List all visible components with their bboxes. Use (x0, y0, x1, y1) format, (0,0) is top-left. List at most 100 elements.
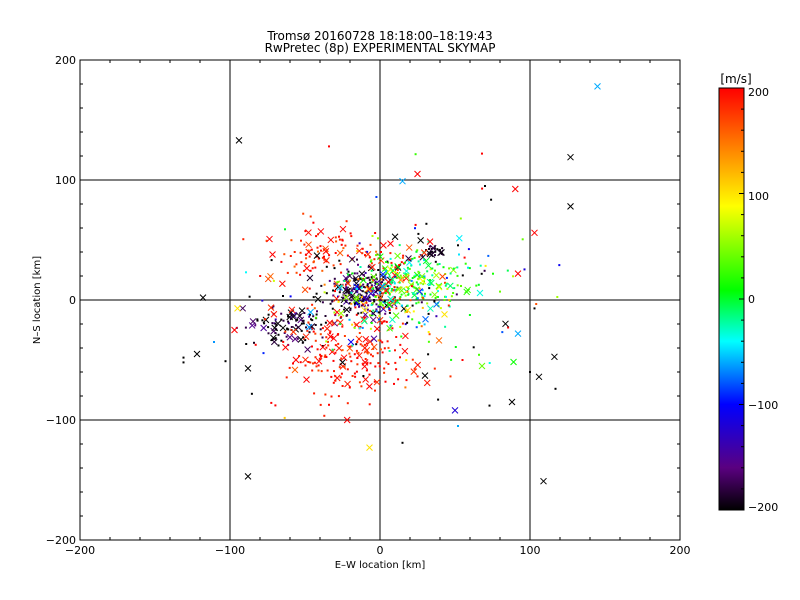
data-point (302, 212, 305, 215)
data-point (394, 271, 397, 273)
colorbar-tick-label: 100 (748, 190, 769, 203)
data-point (325, 250, 328, 253)
data-point (346, 314, 349, 316)
data-point (315, 292, 318, 295)
data-point (304, 230, 307, 233)
data-point (423, 323, 426, 326)
data-point (333, 282, 336, 285)
data-point (375, 308, 378, 311)
data-point-cross (290, 328, 297, 336)
data-point (324, 354, 327, 357)
data-point-cross (348, 255, 356, 263)
data-point (381, 341, 384, 344)
data-point-cross (302, 356, 309, 364)
data-point (340, 357, 343, 360)
data-point-cross (289, 313, 297, 321)
data-point (386, 260, 389, 263)
data-point (213, 341, 215, 343)
data-point (410, 264, 413, 267)
data-point (369, 243, 372, 246)
data-point (437, 284, 440, 287)
data-point (391, 327, 394, 330)
data-point (299, 273, 302, 276)
data-point-cross (373, 378, 381, 386)
data-point-cross (387, 295, 394, 303)
data-point-cross (269, 251, 276, 258)
data-point (349, 355, 352, 358)
data-point (380, 283, 383, 286)
data-point (372, 279, 375, 282)
data-point-cross (317, 228, 325, 235)
data-point (300, 239, 302, 242)
data-point (373, 258, 376, 261)
data-point (416, 375, 419, 378)
data-point (427, 353, 430, 356)
data-point (244, 326, 247, 329)
data-point (484, 185, 486, 187)
data-point (402, 254, 405, 257)
data-point (427, 253, 430, 256)
colorbar-tick-label: −200 (748, 501, 778, 514)
data-point (355, 370, 358, 373)
data-point (380, 299, 383, 302)
data-point-cross (366, 383, 373, 390)
data-point (377, 287, 380, 290)
data-point (369, 300, 372, 302)
data-point (282, 340, 285, 343)
data-point (224, 360, 227, 363)
data-point-cross (428, 251, 436, 259)
x-tick-label: 100 (520, 544, 541, 557)
data-point (409, 299, 412, 302)
data-point (353, 272, 356, 275)
data-point (267, 313, 270, 316)
data-point (319, 403, 322, 406)
data-point (282, 295, 284, 297)
data-point (431, 274, 434, 277)
data-point (370, 353, 372, 356)
data-point (330, 395, 333, 398)
data-point (472, 346, 475, 349)
data-point (245, 343, 248, 345)
data-point (283, 332, 286, 334)
data-point (359, 283, 362, 286)
data-point (413, 275, 416, 278)
data-point (374, 389, 376, 392)
data-point (280, 312, 283, 315)
data-point (350, 302, 353, 305)
data-point (426, 302, 429, 305)
data-point (293, 265, 296, 268)
data-point-cross (239, 304, 247, 312)
data-point (381, 292, 384, 295)
data-point (330, 375, 333, 378)
data-point-cross (422, 257, 430, 265)
data-point (274, 404, 277, 407)
data-point (372, 347, 375, 350)
data-point (306, 329, 309, 332)
data-point-cross (282, 344, 289, 351)
data-point (400, 276, 403, 279)
data-point (358, 338, 361, 341)
data-point (390, 264, 393, 267)
data-point (359, 325, 362, 328)
data-point (411, 277, 414, 279)
data-point (346, 268, 349, 271)
colorbar-label: [m/s] (720, 72, 751, 86)
data-point (348, 279, 351, 282)
data-point (361, 296, 363, 299)
data-point-cross (402, 332, 409, 340)
data-point (375, 310, 378, 313)
data-point (287, 322, 290, 325)
data-point (384, 312, 387, 315)
data-point-cross (296, 312, 303, 320)
data-point (319, 245, 322, 248)
data-point (319, 328, 322, 331)
data-point (368, 278, 371, 281)
data-point (272, 337, 275, 340)
data-point (287, 328, 290, 331)
data-point (329, 330, 332, 333)
colorbar-tick-labels: 200 100 0 −100 −200 (748, 86, 778, 514)
data-point-cross (404, 306, 412, 314)
data-point (413, 256, 416, 259)
data-point (385, 261, 388, 263)
data-point-cross (366, 444, 373, 451)
